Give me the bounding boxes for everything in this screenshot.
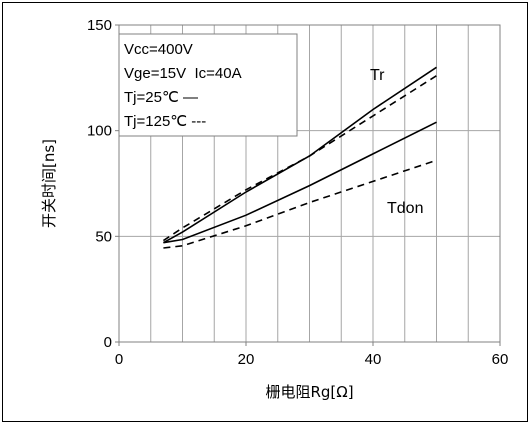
legend-line-tj25: Tj=25℃ — [124, 89, 198, 106]
series-line-tdon-25 [163, 121, 437, 244]
x-tick-label: 40 [365, 351, 382, 368]
series-label-tr: Tr [370, 67, 385, 84]
legend-line-vcc: Vcc=400V [124, 41, 193, 58]
legend-line-vge-ic: Vge=15V Ic=40A [124, 65, 242, 82]
legend-box [118, 33, 298, 137]
series-line-tr-125 [162, 75, 437, 242]
y-tick-label: 0 [104, 334, 112, 351]
y-tick-label: 150 [87, 17, 112, 34]
series-line-tr-25 [163, 66, 437, 244]
legend: Vcc=400V Vge=15V Ic=40A Tj=25℃ — Tj=125℃… [118, 33, 298, 137]
plot-area [118, 24, 501, 343]
series-line-tdon-125 [163, 159, 437, 249]
x-tick-label: 60 [492, 351, 509, 368]
y-axis-label: 开关时间[ns] [40, 139, 58, 228]
legend-line-tj125: Tj=125℃ --- [124, 113, 206, 130]
series-layer [162, 66, 437, 249]
series-label-tdon: Tdon [387, 200, 423, 217]
tick-labels: 0 20 40 60 0 50 100 150 [87, 17, 508, 368]
x-tick-label: 20 [238, 351, 255, 368]
y-tick-label: 50 [95, 228, 112, 245]
x-tick-label: 0 [115, 351, 123, 368]
y-tick-label: 100 [87, 123, 112, 140]
x-axis-label: 栅电阻Rg[Ω] [265, 383, 353, 401]
